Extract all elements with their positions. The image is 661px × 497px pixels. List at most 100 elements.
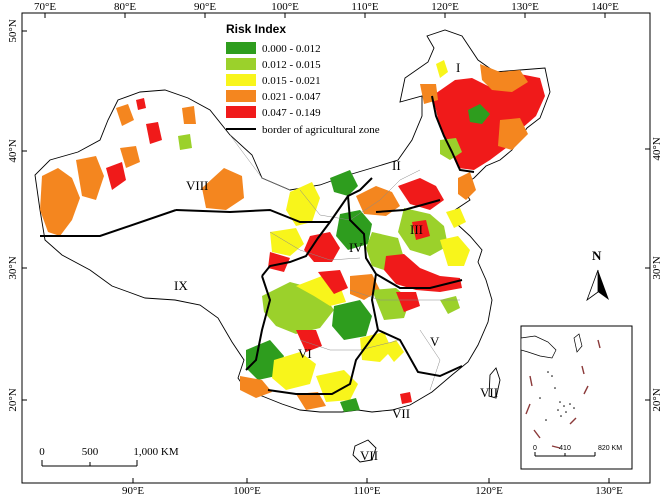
zone-label: VII xyxy=(480,385,498,400)
legend-swatch xyxy=(226,106,256,118)
left-lat-label: 50°N xyxy=(7,19,19,42)
top-lon-label: 110°E xyxy=(351,1,378,13)
legend-label: 0.047 - 0.149 xyxy=(262,107,321,119)
top-lon-label: 90°E xyxy=(194,1,216,13)
legend-title: Risk Index xyxy=(226,22,286,36)
risk-region xyxy=(120,146,140,168)
top-lon-label: 120°E xyxy=(431,1,459,13)
legend-label: 0.000 - 0.012 xyxy=(262,43,321,55)
bottom-lon-label: 120°E xyxy=(475,485,503,497)
risk-region xyxy=(272,352,316,390)
risk-region xyxy=(40,168,80,236)
top-lon-label: 80°E xyxy=(114,1,136,13)
zone-label: I xyxy=(456,60,460,75)
legend-swatch xyxy=(226,58,256,70)
risk-region xyxy=(436,60,448,78)
risk-region xyxy=(384,254,462,292)
left-lat-label: 20°N xyxy=(7,388,19,411)
zone-label: III xyxy=(410,222,423,237)
risk-region xyxy=(446,208,466,228)
inset-scale-label: 410 xyxy=(559,445,571,452)
agricultural-zone-borders xyxy=(40,95,475,395)
risk-region xyxy=(412,220,430,240)
north-arrow-label: N xyxy=(592,248,602,263)
risk-region xyxy=(202,168,244,210)
risk-region xyxy=(458,172,476,200)
map-frame xyxy=(21,12,651,484)
risk-region xyxy=(440,236,470,266)
zone-label: V xyxy=(430,334,440,349)
zone-label: IX xyxy=(174,278,188,293)
taiwan-island xyxy=(488,367,501,399)
zone-label: VII xyxy=(392,406,410,421)
risk-region xyxy=(76,156,104,200)
top-lon-label: 70°E xyxy=(34,1,56,13)
zone-label: VI xyxy=(298,346,312,361)
bottom-lon-label: 100°E xyxy=(233,485,261,497)
frame-ticks xyxy=(22,13,650,483)
risk-region xyxy=(382,340,404,362)
risk-region xyxy=(178,134,192,150)
top-lon-label: 140°E xyxy=(591,1,619,13)
risk-region xyxy=(286,182,320,226)
left-lat-label: 30°N xyxy=(7,256,19,279)
risk-region xyxy=(396,292,420,312)
inset-scale-label: 0 xyxy=(533,445,537,452)
legend-label: 0.015 - 0.021 xyxy=(262,75,321,87)
scale-bar: 0 500 1,000 KM xyxy=(39,446,179,467)
top-lon-label: 130°E xyxy=(511,1,539,13)
risk-region xyxy=(296,330,322,352)
left-latitude-labels: 50°N 40°N 30°N 20°N xyxy=(7,19,19,411)
hainan-island xyxy=(352,439,377,463)
scale-label: 0 xyxy=(39,446,45,458)
risk-region xyxy=(240,376,272,398)
legend-border-label: border of agricultural zone xyxy=(262,124,380,136)
right-lat-label: 40°N xyxy=(651,137,661,160)
risk-region xyxy=(330,170,358,196)
risk-region xyxy=(336,210,372,250)
risk-region xyxy=(440,296,460,314)
right-lat-label: 20°N xyxy=(651,388,661,411)
risk-region xyxy=(182,106,196,124)
risk-region xyxy=(340,398,360,412)
risk-region xyxy=(146,122,162,144)
legend-swatch xyxy=(226,74,256,86)
zone-label: VII xyxy=(360,448,378,463)
risk-region xyxy=(468,104,490,124)
bottom-lon-label: 110°E xyxy=(353,485,380,497)
risk-region xyxy=(360,332,392,362)
zone-label: VIII xyxy=(186,178,208,193)
risk-region xyxy=(432,74,545,170)
legend-label: 0.021 - 0.047 xyxy=(262,91,321,103)
risk-region xyxy=(480,64,528,92)
zone-label: IV xyxy=(349,240,363,255)
legend: Risk Index 0.000 - 0.012 0.012 - 0.015 0… xyxy=(226,22,380,136)
risk-region xyxy=(116,104,134,126)
risk-region xyxy=(268,252,290,272)
risk-region xyxy=(400,392,412,404)
bottom-longitude-labels: 90°E 100°E 110°E 120°E 130°E xyxy=(122,485,623,497)
zone-labels: I II III IV V VI VII VII VII VIII IX xyxy=(174,60,498,463)
legend-label: 0.012 - 0.015 xyxy=(262,59,321,71)
risk-region xyxy=(106,162,126,190)
scale-label: 1,000 KM xyxy=(133,446,178,458)
north-arrow-icon xyxy=(598,270,609,300)
legend-swatch xyxy=(226,90,256,102)
risk-region xyxy=(136,98,146,110)
province-boundaries xyxy=(229,134,460,391)
right-latitude-labels: 40°N 30°N 20°N xyxy=(651,137,661,411)
inset-scale-label: 820 KM xyxy=(598,445,622,452)
top-lon-label: 100°E xyxy=(271,1,299,13)
inset-map: 0 410 820 KM xyxy=(520,325,633,470)
legend-swatch xyxy=(226,42,256,54)
risk-region xyxy=(498,118,528,150)
right-lat-label: 30°N xyxy=(651,256,661,279)
bottom-lon-label: 90°E xyxy=(122,485,144,497)
top-longitude-labels: 70°E 80°E 90°E 100°E 110°E 120°E 130°E 1… xyxy=(34,1,619,13)
risk-region xyxy=(318,270,348,294)
risk-region xyxy=(332,300,372,340)
zone-label: II xyxy=(392,158,401,173)
risk-regions xyxy=(40,60,545,412)
north-arrow: N xyxy=(586,248,609,302)
